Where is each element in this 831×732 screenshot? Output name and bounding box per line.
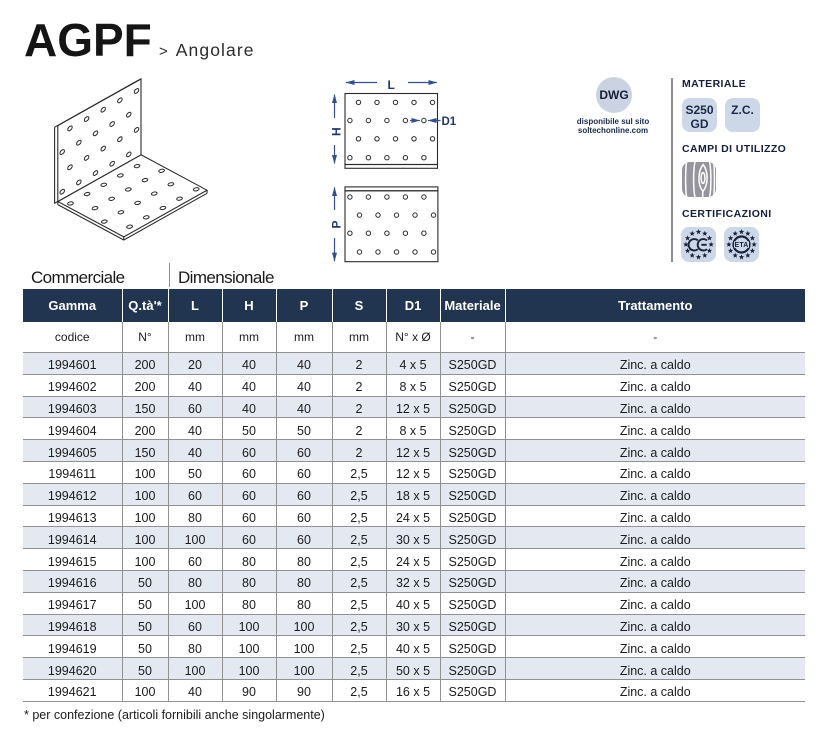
- svg-text:L: L: [388, 78, 395, 92]
- svg-text:D1: D1: [442, 116, 457, 128]
- svg-text:H: H: [329, 127, 343, 136]
- svg-text:ETA: ETA: [734, 242, 748, 249]
- svg-text:P: P: [330, 220, 344, 228]
